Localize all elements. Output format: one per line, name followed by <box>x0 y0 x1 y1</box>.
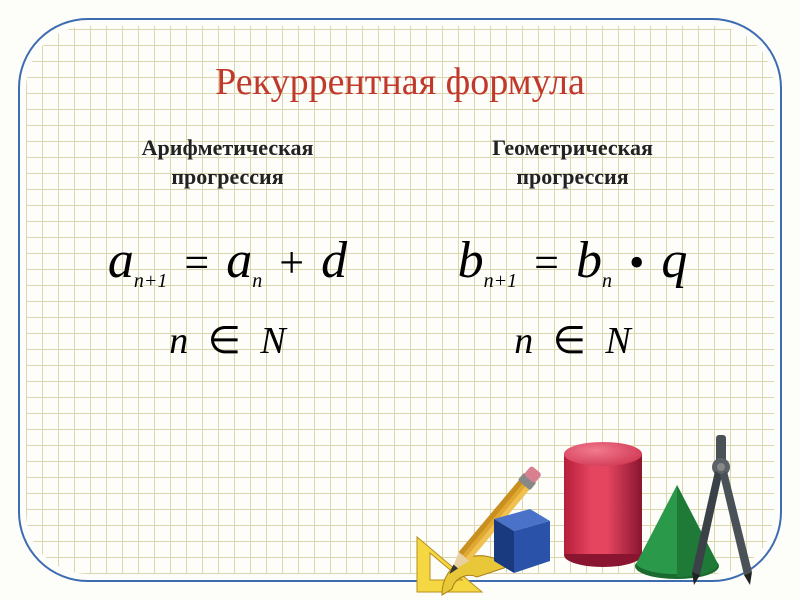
formula-var: d <box>321 232 347 289</box>
formula-operator: • <box>629 238 644 287</box>
arithmetic-subtitle: Арифметическая прогрессия <box>70 134 385 191</box>
domain-set: N <box>605 320 630 362</box>
formula-equals: = <box>534 238 559 287</box>
decorative-shapes <box>442 412 762 592</box>
formula-subscript: n+1 <box>134 270 168 292</box>
geometric-formula: bn+1 = bn • q <box>415 231 730 293</box>
arithmetic-domain: n ∈ N <box>70 318 385 363</box>
slide: Рекуррентная формула Арифметическая прог… <box>0 0 800 600</box>
formula-var: a <box>108 232 134 289</box>
formula-var: a <box>226 232 252 289</box>
geometric-domain: n ∈ N <box>415 318 730 363</box>
right-column: Геометрическая прогрессия bn+1 = bn • q … <box>415 134 730 388</box>
formula-var: b <box>458 232 484 289</box>
subtitle-line: Геометрическая <box>492 135 653 160</box>
formula-subscript: n <box>602 270 612 292</box>
subtitle-line: прогрессия <box>171 164 283 189</box>
formula-equals: = <box>184 238 209 287</box>
domain-var: n <box>169 320 188 362</box>
slide-title: Рекуррентная формула <box>70 60 730 104</box>
element-of-symbol: ∈ <box>553 320 586 362</box>
formula-subscript: n+1 <box>484 270 518 292</box>
compass-icon <box>682 427 762 587</box>
element-of-symbol: ∈ <box>208 320 241 362</box>
cylinder-icon <box>564 442 642 567</box>
subtitle-line: прогрессия <box>516 164 628 189</box>
formula-var: b <box>576 232 602 289</box>
subtitle-line: Арифметическая <box>142 135 314 160</box>
geometric-subtitle: Геометрическая прогрессия <box>415 134 730 191</box>
formula-var: q <box>661 232 687 289</box>
formula-operator: + <box>279 238 304 287</box>
domain-var: n <box>514 320 533 362</box>
arithmetic-formula: an+1 = an + d <box>70 231 385 293</box>
columns-container: Арифметическая прогрессия an+1 = an + d … <box>70 134 730 388</box>
left-column: Арифметическая прогрессия an+1 = an + d … <box>70 134 385 388</box>
formula-subscript: n <box>252 270 262 292</box>
domain-set: N <box>260 320 285 362</box>
cube-icon <box>482 497 562 577</box>
